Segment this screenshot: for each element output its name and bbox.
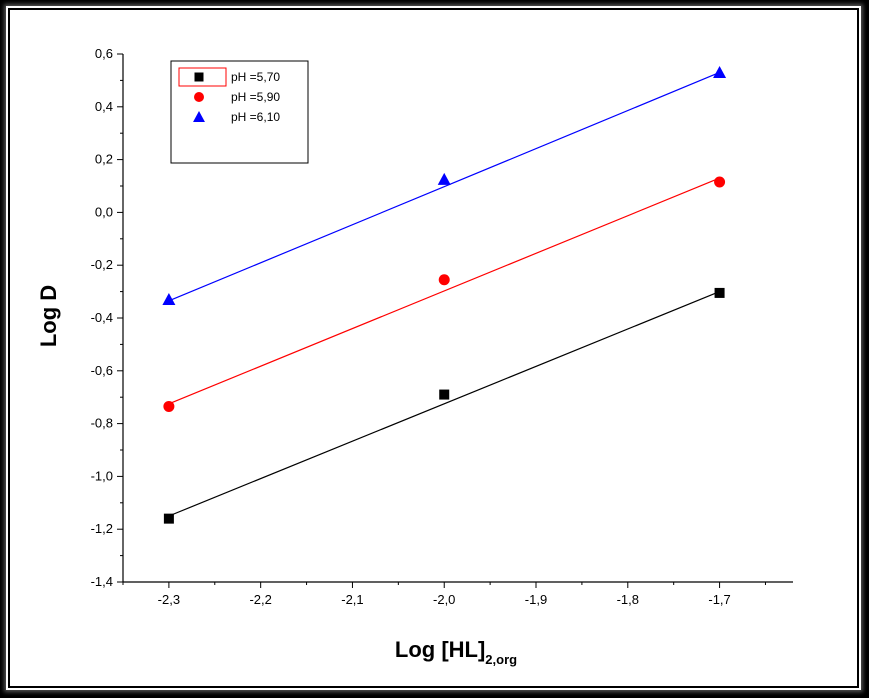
x-tick-label: -1,7 [708, 592, 730, 607]
data-point [437, 172, 451, 185]
fit-lines [168, 71, 720, 517]
x-tick-label: -1,9 [525, 592, 547, 607]
x-tick-label: -2,2 [249, 592, 271, 607]
y-axis-title: Log D [36, 285, 61, 347]
data-point [439, 389, 450, 400]
y-tick-label: -1,4 [91, 574, 113, 589]
legend-selection-box [178, 67, 227, 87]
chart: -1,4 -1,2 -1,0 -0,8 -0,6 -0,4 -0,2 0,0 0,2 0,4 0,6… [36, 46, 793, 667]
data-point [162, 293, 176, 306]
legend-marker [193, 111, 205, 122]
data-point [438, 274, 450, 286]
legend-marker [194, 92, 204, 102]
y-tick-label: 0,0 [95, 204, 113, 219]
legend-marker [194, 72, 204, 82]
y-tick-label: -1,2 [91, 521, 113, 536]
figure-border [8, 8, 859, 688]
figure-frame: -1,4 -1,2 -1,0 -0,8 -0,6 -0,4 -0,2 0,0 0,2 0,4 0,6… [6, 6, 861, 690]
y-tick-label: -0,4 [91, 310, 113, 325]
data-point [163, 400, 175, 412]
y-tick-label: -1,0 [91, 468, 113, 483]
y-tick-label: -0,2 [91, 257, 113, 272]
x-tick-label: -2,1 [341, 592, 363, 607]
x-tick-label: -1,8 [617, 592, 639, 607]
legend-label: pH =6,10 [231, 110, 280, 124]
y-tick-label: 0,2 [95, 152, 113, 167]
fit-line [168, 291, 720, 517]
data-point [714, 176, 726, 188]
y-tick-label: 0,6 [95, 46, 113, 61]
legend-label: pH =5,90 [231, 90, 280, 104]
legend-box [170, 60, 309, 164]
data-markers [162, 65, 727, 524]
data-point [713, 65, 727, 78]
data-point [714, 287, 725, 298]
fit-line [168, 177, 720, 405]
fit-line [168, 71, 720, 302]
y-tick-label: -0,8 [91, 416, 113, 431]
legend: pH =5,70 pH =5,90 pH =6,10 [170, 60, 309, 164]
x-tick-label: -2,0 [433, 592, 455, 607]
data-point [163, 513, 174, 524]
y-tick-label: -0,6 [91, 363, 113, 378]
y-tick-label: 0,4 [95, 99, 113, 114]
axes: -1,4 -1,2 -1,0 -0,8 -0,6 -0,4 -0,2 0,0 0,2 0,4 0,6… [91, 46, 793, 607]
x-axis-title: Log [HL]2,org [395, 637, 517, 667]
legend-label: pH =5,70 [231, 70, 280, 84]
x-tick-label: -2,3 [158, 592, 180, 607]
x-axis-title-sub: 2,org [485, 652, 517, 667]
x-axis-title-main: Log [HL] [395, 637, 485, 662]
